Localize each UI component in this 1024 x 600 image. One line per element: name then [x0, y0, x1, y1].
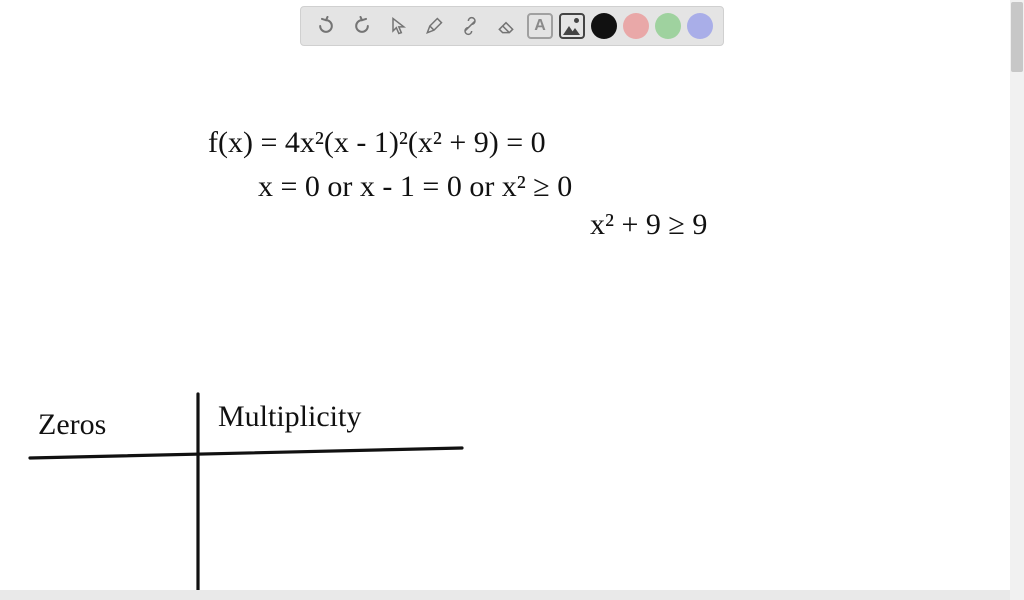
table-lines — [0, 50, 1010, 590]
color-black[interactable] — [591, 13, 617, 39]
color-green[interactable] — [655, 13, 681, 39]
pointer-tool[interactable] — [383, 11, 413, 41]
table-hline — [30, 448, 462, 458]
text-tool[interactable]: A — [527, 13, 553, 39]
tools-button[interactable] — [455, 11, 485, 41]
redo-button[interactable] — [347, 11, 377, 41]
vertical-scrollbar[interactable] — [1010, 0, 1024, 600]
whiteboard-app: A f(x) = 4x²(x - 1)²(x² + 9) = 0 x = 0 o… — [0, 0, 1024, 600]
image-tool[interactable] — [559, 13, 585, 39]
pen-tool[interactable] — [419, 11, 449, 41]
undo-button[interactable] — [311, 11, 341, 41]
color-pink[interactable] — [623, 13, 649, 39]
vertical-scrollbar-thumb[interactable] — [1011, 2, 1023, 72]
text-tool-label: A — [534, 15, 546, 37]
color-purple[interactable] — [687, 13, 713, 39]
toolbar: A — [300, 6, 724, 46]
horizontal-scrollbar[interactable] — [0, 590, 1010, 600]
eraser-tool[interactable] — [491, 11, 521, 41]
drawing-canvas[interactable]: f(x) = 4x²(x - 1)²(x² + 9) = 0 x = 0 or … — [0, 50, 1010, 590]
